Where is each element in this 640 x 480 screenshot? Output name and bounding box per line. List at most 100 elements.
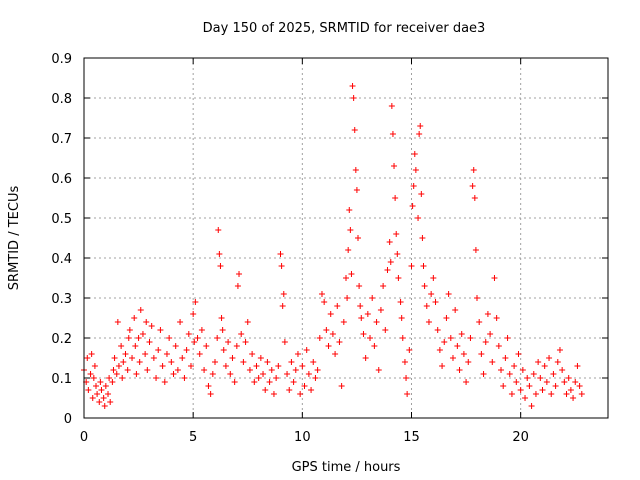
data-point (159, 363, 166, 369)
data-point (192, 299, 199, 305)
data-point (246, 367, 253, 373)
data-point (436, 347, 443, 353)
y-axis-label: SRMTID / TECUs (7, 186, 22, 291)
data-point (403, 375, 410, 381)
data-point (537, 375, 544, 381)
y-tick-label: 0.9 (51, 52, 72, 67)
data-point (118, 343, 125, 349)
data-point (205, 383, 212, 389)
data-point (420, 263, 427, 269)
data-point (334, 303, 341, 309)
data-point (314, 367, 321, 373)
data-point (441, 339, 448, 345)
data-point (126, 327, 133, 333)
data-point (168, 359, 175, 365)
data-point (242, 339, 249, 345)
data-point (362, 355, 369, 361)
data-point (356, 283, 363, 289)
data-point (129, 355, 136, 361)
data-point (275, 363, 282, 369)
data-point (338, 383, 345, 389)
data-point (469, 183, 476, 189)
data-point (325, 343, 332, 349)
data-point (430, 275, 437, 281)
data-point (409, 203, 416, 209)
data-point (119, 375, 126, 381)
data-point (294, 351, 301, 357)
data-point (423, 303, 430, 309)
data-point (111, 355, 118, 361)
data-point (238, 331, 245, 337)
data-point (227, 371, 234, 377)
data-point (94, 391, 101, 397)
data-point (327, 311, 334, 317)
data-point (411, 151, 418, 157)
data-point (344, 295, 351, 301)
data-point (278, 263, 285, 269)
data-point (517, 387, 524, 393)
y-tick-label: 0.1 (51, 372, 72, 387)
data-point (352, 167, 359, 173)
data-point (166, 335, 173, 341)
data-point (93, 383, 100, 389)
data-point (350, 95, 357, 101)
data-point (88, 351, 95, 357)
data-point (266, 379, 273, 385)
data-point (472, 247, 479, 253)
data-point (458, 331, 465, 337)
data-point (105, 391, 112, 397)
data-point (137, 307, 144, 313)
data-point (364, 311, 371, 317)
data-point (297, 391, 304, 397)
data-point (244, 319, 251, 325)
data-point (120, 359, 127, 365)
data-point (196, 351, 203, 357)
data-point (336, 339, 343, 345)
data-point (576, 383, 583, 389)
data-point (425, 319, 432, 325)
data-point (539, 387, 546, 393)
data-point (240, 359, 247, 365)
data-point (546, 355, 553, 361)
data-point (115, 363, 122, 369)
data-point (412, 167, 419, 173)
data-point (478, 351, 485, 357)
data-point (401, 359, 408, 365)
data-point (357, 303, 364, 309)
data-point (511, 363, 518, 369)
data-point (155, 347, 162, 353)
data-point (418, 191, 425, 197)
data-point (393, 231, 400, 237)
data-point (408, 263, 415, 269)
data-point (102, 383, 109, 389)
data-point (476, 319, 483, 325)
data-point (387, 259, 394, 265)
data-point (125, 335, 132, 341)
data-point (299, 363, 306, 369)
data-point (268, 367, 275, 373)
data-point (502, 355, 509, 361)
data-point (491, 275, 498, 281)
y-tick-label: 0.2 (51, 332, 72, 347)
data-point (395, 275, 402, 281)
data-point (301, 383, 308, 389)
data-point (101, 403, 108, 409)
data-point (465, 359, 472, 365)
data-point (346, 207, 353, 213)
data-point (417, 123, 424, 129)
data-point (530, 371, 537, 377)
data-point (229, 355, 236, 361)
data-point (463, 379, 470, 385)
data-point (382, 327, 389, 333)
data-point (198, 327, 205, 333)
data-point (183, 347, 190, 353)
data-point (447, 335, 454, 341)
data-point (277, 251, 284, 257)
data-point (532, 391, 539, 397)
x-tick-label: 10 (294, 430, 311, 445)
data-point (398, 315, 405, 321)
data-point (556, 347, 563, 353)
axis-ticks (83, 57, 608, 419)
data-point (279, 303, 286, 309)
x-tick-label: 5 (189, 430, 197, 445)
